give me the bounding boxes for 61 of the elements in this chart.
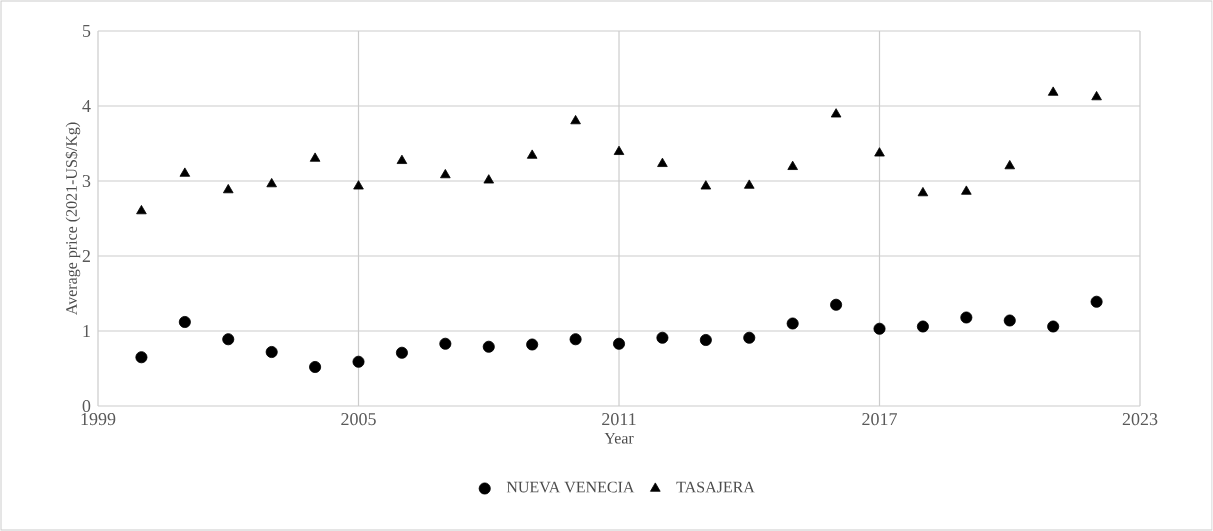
point	[136, 205, 147, 215]
point	[223, 184, 234, 194]
legend-label: NUEVA VENECIA	[506, 481, 635, 493]
point	[222, 333, 235, 346]
point	[830, 108, 842, 118]
point	[353, 180, 364, 190]
point	[179, 167, 191, 177]
point	[830, 298, 843, 311]
y-tick-label: 1	[83, 325, 90, 337]
point	[961, 185, 972, 195]
y-axis-title: Average price (2021-US$/Kg)	[65, 122, 81, 316]
point	[613, 145, 625, 155]
point	[1047, 320, 1060, 333]
x-tick-label: 1999	[81, 413, 116, 426]
point	[396, 154, 408, 164]
point	[960, 311, 973, 324]
point	[570, 115, 581, 125]
point	[178, 316, 191, 328]
point	[265, 346, 278, 358]
point	[786, 317, 799, 330]
point	[916, 320, 929, 333]
point	[917, 187, 929, 197]
x-axis-title: Year	[604, 432, 634, 444]
point	[135, 351, 148, 364]
point	[1091, 91, 1102, 101]
x-tick-label: 2023	[1122, 413, 1158, 426]
point	[657, 157, 668, 167]
point	[309, 361, 322, 373]
point	[656, 331, 669, 344]
point	[439, 337, 452, 350]
point	[526, 338, 539, 351]
point	[569, 333, 582, 346]
point	[483, 174, 495, 184]
point	[700, 180, 712, 190]
point	[352, 355, 365, 368]
x-tick-label: 2005	[341, 413, 376, 426]
point	[1047, 86, 1059, 96]
y-tick-label: 3	[82, 174, 91, 188]
point	[787, 160, 798, 170]
point	[1090, 295, 1103, 308]
point	[440, 169, 451, 179]
point	[744, 179, 755, 189]
point	[1004, 159, 1016, 170]
y-tick-label: 0	[82, 399, 91, 413]
y-tick-label: 2	[82, 250, 90, 262]
point	[699, 334, 712, 346]
point	[266, 178, 277, 188]
point	[526, 149, 538, 159]
point	[743, 331, 756, 344]
point	[482, 340, 495, 353]
x-tick-label: 2011	[602, 413, 636, 426]
point	[874, 147, 885, 157]
y-tick-label: 5	[82, 25, 91, 37]
point	[395, 346, 408, 359]
legend-label: TASAJERA	[676, 481, 755, 493]
point	[1003, 314, 1016, 327]
x-tick-label: 2017	[862, 413, 897, 426]
point	[309, 152, 321, 162]
point	[873, 322, 886, 335]
y-tick-label: 4	[82, 100, 91, 112]
point	[613, 337, 626, 350]
